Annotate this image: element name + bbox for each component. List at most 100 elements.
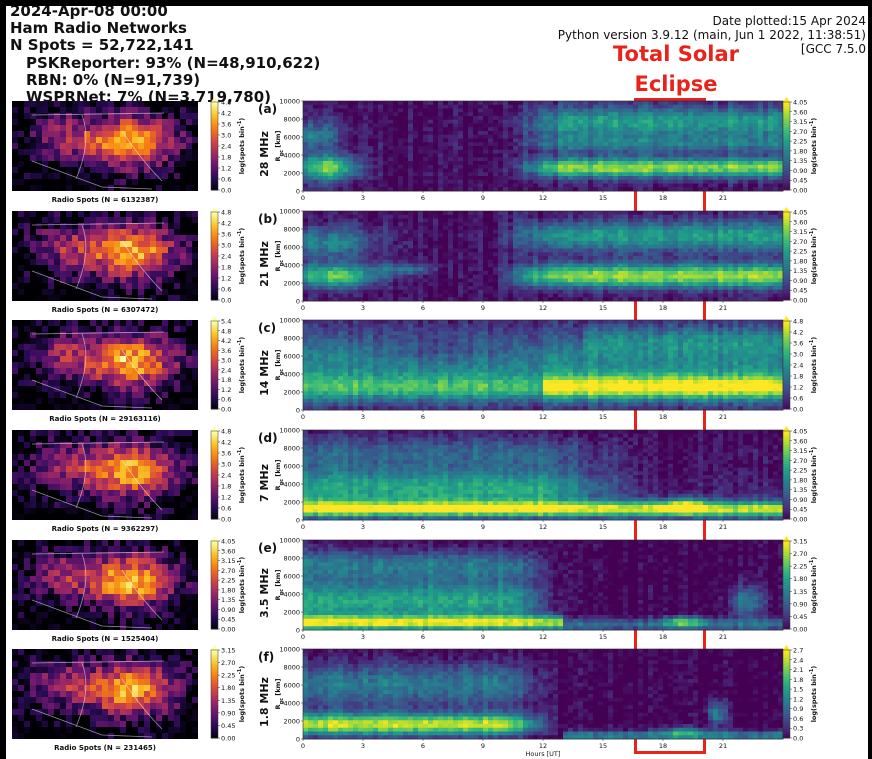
map-colorbar-segment	[211, 293, 218, 297]
heatmap-cell	[338, 119, 344, 124]
heatmap-cell	[463, 241, 469, 246]
heatmap-cell	[598, 267, 604, 272]
heatmap-cell	[383, 142, 389, 147]
heatmap-cell	[368, 168, 374, 173]
heatmap-cell	[373, 116, 379, 121]
heatmap-cell	[563, 218, 569, 223]
heatmap-cell	[388, 241, 394, 246]
heatmap-cell	[693, 101, 699, 106]
heatmap-cell	[593, 142, 599, 147]
heatmap-cell	[603, 168, 609, 173]
heatmap-cell	[328, 104, 334, 109]
map-cell	[36, 137, 42, 143]
heatmap-cell	[353, 172, 359, 177]
heatmap-cell	[743, 168, 749, 173]
heatmap-cell	[438, 293, 444, 298]
map-cell	[24, 247, 30, 253]
heatmap-cell	[523, 222, 529, 227]
heatmap-cell	[778, 161, 784, 166]
heatmap-cell	[693, 183, 699, 188]
heatmap-cell	[488, 244, 494, 249]
heatmap-cell	[468, 211, 474, 216]
map-cell	[60, 161, 66, 167]
heatmap-cell	[563, 282, 569, 287]
heatmap-cell	[548, 286, 554, 291]
heatmap-cell	[448, 116, 454, 121]
map-cell	[132, 253, 138, 259]
heatmap-cell	[378, 256, 384, 261]
heatmap-cell	[543, 274, 549, 279]
heatmap-cell	[558, 222, 564, 227]
heatmap-cell	[358, 123, 364, 128]
heatmap-cell	[628, 108, 634, 113]
heatmap-cell	[658, 149, 664, 154]
heatmap-cell	[543, 229, 549, 234]
map-cell	[168, 289, 174, 295]
heatmap-cell	[368, 256, 374, 261]
heatmap-cell	[563, 293, 569, 298]
heatmap-cell	[358, 119, 364, 124]
heatmap-cell	[443, 233, 449, 238]
heatmap-cell	[673, 179, 679, 184]
heatmap-cell	[383, 104, 389, 109]
map-cell	[132, 277, 138, 283]
rti-colorbar-segment	[783, 168, 790, 171]
heatmap-cell	[398, 263, 404, 268]
heatmap-cell	[513, 172, 519, 177]
heatmap-cell	[473, 157, 479, 162]
heatmap-cell	[513, 142, 519, 147]
heatmap-cell	[588, 286, 594, 291]
heatmap-cell	[508, 119, 514, 124]
heatmap-cell	[438, 183, 444, 188]
heatmap-cell	[648, 108, 654, 113]
heatmap-cell	[473, 282, 479, 287]
heatmap-cell	[348, 134, 354, 139]
heatmap-cell	[423, 267, 429, 272]
heatmap-cell	[723, 112, 729, 117]
map-cell	[66, 131, 72, 137]
heatmap-cell	[553, 134, 559, 139]
rti-colorbar-segment	[783, 110, 790, 114]
heatmap-cell	[373, 248, 379, 253]
map-colorbar-segment	[211, 253, 218, 257]
heatmap-cell	[468, 179, 474, 184]
heatmap-cell	[593, 108, 599, 113]
heatmap-cell	[323, 142, 329, 147]
heatmap-cell	[448, 108, 454, 113]
heatmap-cell	[363, 101, 369, 106]
heatmap-cell	[593, 116, 599, 121]
heatmap-cell	[668, 187, 674, 192]
heatmap-cell	[573, 237, 579, 242]
heatmap-cell	[423, 226, 429, 231]
heatmap-cell	[473, 161, 479, 166]
heatmap-cell	[333, 142, 339, 147]
map-cell	[108, 137, 114, 143]
heatmap-cell	[473, 116, 479, 121]
map-cell	[126, 289, 132, 295]
map-cell	[30, 241, 36, 247]
map-cell	[54, 179, 60, 185]
heatmap-cell	[623, 183, 629, 188]
map-colorbar-segment	[211, 152, 218, 156]
heatmap-cell	[483, 134, 489, 139]
map-cell	[24, 235, 30, 241]
map-cell	[150, 241, 156, 247]
heatmap-cell	[508, 252, 514, 257]
heatmap-cell	[378, 297, 384, 302]
map-cell	[192, 119, 198, 125]
map-cell	[54, 295, 60, 301]
heatmap-cell	[593, 112, 599, 117]
map-cell	[162, 101, 168, 107]
heatmap-cell	[678, 116, 684, 121]
heatmap-cell	[593, 218, 599, 223]
heatmap-cell	[353, 278, 359, 283]
heatmap-cell	[743, 157, 749, 162]
heatmap-cell	[463, 116, 469, 121]
map-cell	[36, 173, 42, 179]
map-cell	[108, 241, 114, 247]
heatmap-cell	[383, 183, 389, 188]
heatmap-cell	[463, 293, 469, 298]
heatmap-cell	[548, 244, 554, 249]
map-cell	[72, 283, 78, 289]
heatmap-cell	[778, 168, 784, 173]
